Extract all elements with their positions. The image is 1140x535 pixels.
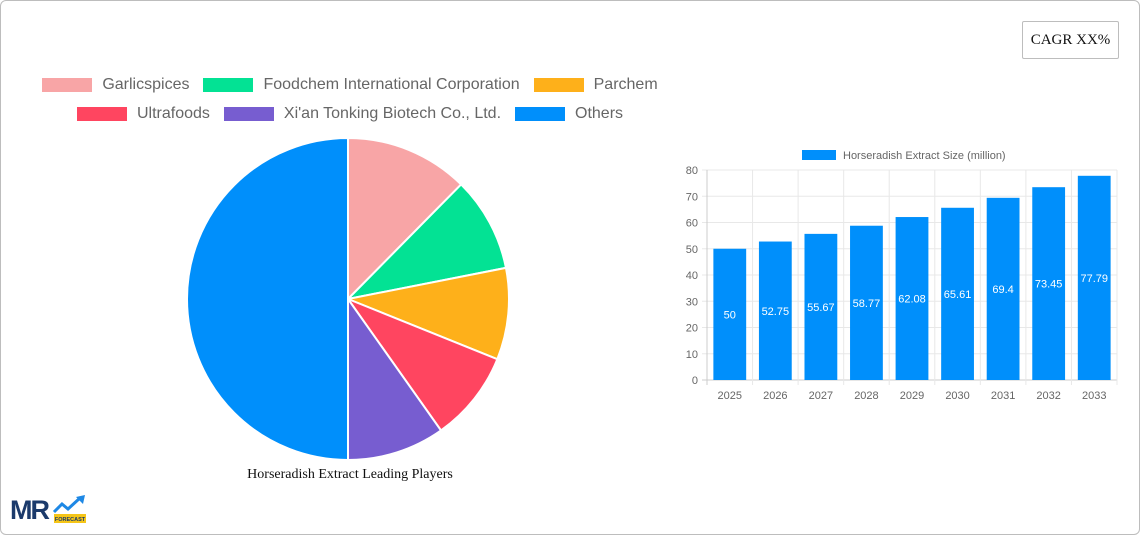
pie-slice[interactable] (344, 266, 510, 361)
legend-label: Xi'an Tonking Biotech Co., Ltd. (283, 105, 502, 122)
x-tick-label: 2030 (945, 390, 969, 402)
bar[interactable] (895, 217, 929, 380)
legend-swatch (515, 107, 566, 121)
pie-legend-row-2: Ultrafoods Xi'an Tonking Biotech Co., Ltd… (0, 105, 700, 123)
y-tick-label: 20 (686, 323, 698, 335)
pie-legend-row-1: Garlicspices Foodchem International Corpo… (0, 76, 700, 94)
cagr-badge: CAGR XX% (1022, 21, 1119, 59)
legend-label: Others (575, 105, 624, 122)
bar[interactable] (941, 207, 974, 380)
bar[interactable] (804, 233, 838, 380)
legend-label: Foodchem International Corporation (263, 76, 520, 93)
bar-value-label: 50 (724, 309, 736, 321)
legend-item[interactable]: Parchem (533, 76, 658, 94)
legend-item[interactable]: Others (515, 105, 623, 123)
y-tick-label: 60 (686, 218, 698, 230)
legend-label: Ultrafoods (136, 105, 210, 122)
legend-swatch (76, 107, 127, 121)
x-tick-label: 2028 (854, 390, 878, 402)
bar-value-label: 65.61 (944, 289, 972, 301)
y-tick-label: 10 (686, 349, 698, 361)
legend-label: Garlicspices (102, 76, 190, 93)
bar-legend-swatch (802, 150, 836, 160)
legend-swatch (203, 78, 254, 92)
bar-value-label: 77.79 (1080, 273, 1108, 285)
x-tick-label: 2025 (718, 390, 742, 402)
x-tick-label: 2026 (763, 390, 787, 402)
legend-swatch (223, 107, 274, 121)
y-tick-label: 40 (686, 270, 698, 282)
x-tick-label: 2029 (900, 390, 924, 402)
legend-swatch (42, 78, 93, 92)
pie-slice[interactable] (347, 136, 463, 302)
legend-item[interactable]: Foodchem International Corporation (203, 76, 520, 94)
legend-label: Parchem (593, 76, 658, 93)
bar-value-label: 69.4 (992, 284, 1013, 296)
bar[interactable] (1032, 187, 1066, 380)
y-tick-label: 70 (686, 191, 698, 203)
bar[interactable] (1077, 175, 1111, 380)
bar-value-label: 73.45 (1035, 279, 1063, 291)
y-tick-label: 80 (686, 165, 698, 177)
pie-slice[interactable] (345, 183, 508, 301)
pie-slice[interactable] (347, 295, 443, 462)
mr-forecast-logo: MR FORECAST (10, 494, 90, 526)
pie-slice[interactable] (345, 296, 499, 432)
x-tick-label: 2032 (1036, 390, 1060, 402)
bar-value-label: 55.67 (807, 302, 835, 314)
bar[interactable] (850, 225, 883, 380)
legend-item[interactable]: Garlicspices (42, 76, 189, 94)
y-tick-label: 30 (686, 296, 698, 308)
legend-item[interactable]: Ultrafoods (76, 105, 210, 123)
svg-text:FORECAST: FORECAST (55, 517, 86, 523)
x-tick-label: 2027 (809, 390, 833, 402)
pie-chart (180, 130, 520, 470)
bar[interactable] (758, 241, 792, 380)
x-tick-label: 2031 (991, 390, 1015, 402)
pie-slice[interactable] (186, 136, 349, 462)
bar-value-label: 58.77 (853, 298, 881, 310)
bar-chart: Horseradish Extract Size (million) 0 10 20 3… (670, 140, 1130, 410)
y-tick-label: 0 (692, 375, 698, 387)
legend-item[interactable]: Xi'an Tonking Biotech Co., Ltd. (223, 105, 502, 123)
x-tick-label: 2033 (1082, 390, 1106, 402)
bar[interactable] (986, 197, 1020, 380)
legend-swatch (533, 78, 584, 92)
y-tick-label: 50 (686, 244, 698, 256)
bar[interactable] (713, 248, 747, 380)
bar-value-label: 52.75 (762, 306, 790, 318)
bar-value-label: 62.08 (898, 294, 926, 306)
logo-text: MR (10, 495, 49, 525)
pie-chart-title: Horseradish Extract Leading Players (247, 467, 453, 482)
bar-legend-label[interactable]: Horseradish Extract Size (million) (843, 150, 1006, 162)
